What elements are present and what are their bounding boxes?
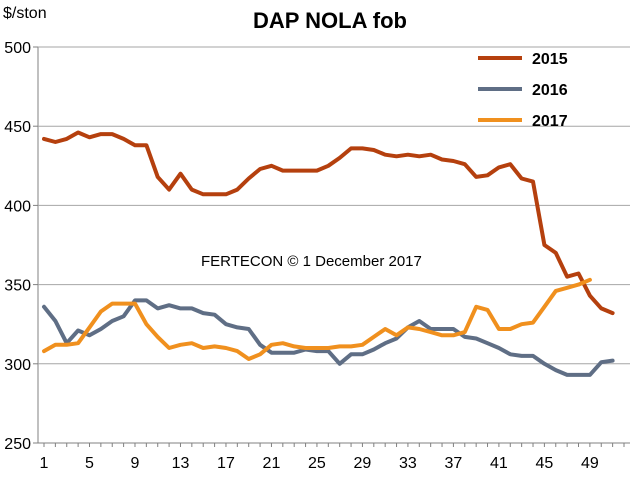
y-tick-label-300: 300 [4, 357, 31, 374]
x-tick-label-33: 33 [399, 455, 417, 472]
copyright-annotation: FERTECON © 1 December 2017 [201, 253, 422, 270]
series-line-2017 [42, 277, 592, 361]
series-layer [42, 130, 615, 377]
y-tick-label-250: 250 [4, 436, 31, 453]
x-tick-label-13: 13 [172, 455, 190, 472]
legend: 2015 2016 2017 [478, 51, 568, 130]
x-tick-label-1: 1 [40, 455, 49, 472]
x-tick-label-17: 17 [217, 455, 235, 472]
x-tick-label-49: 49 [581, 455, 599, 472]
y-axis-label: $/ston [3, 5, 47, 22]
x-tick-label-9: 9 [131, 455, 140, 472]
legend-label-2017: 2017 [532, 113, 568, 130]
x-tick-label-29: 29 [354, 455, 372, 472]
x-tick-label-45: 45 [535, 455, 553, 472]
series-line-2015 [42, 130, 615, 316]
x-tick-label-5: 5 [85, 455, 94, 472]
x-tick-label-21: 21 [263, 455, 281, 472]
chart-title: DAP NOLA fob [253, 8, 407, 33]
legend-label-2015: 2015 [532, 51, 568, 68]
series-line-2016 [42, 298, 615, 377]
axes: 250 300 350 400 450 500 1 5 9 13 17 21 25 29 33 37 41 45 4… [4, 40, 630, 472]
x-tick-label-37: 37 [445, 455, 463, 472]
y-tick-label-350: 350 [4, 278, 31, 295]
y-tick-label-450: 450 [4, 119, 31, 136]
x-tick-label-25: 25 [308, 455, 326, 472]
legend-label-2016: 2016 [532, 82, 568, 99]
x-tick-label-41: 41 [490, 455, 508, 472]
y-tick-label-500: 500 [4, 40, 31, 57]
y-tick-label-400: 400 [4, 198, 31, 215]
